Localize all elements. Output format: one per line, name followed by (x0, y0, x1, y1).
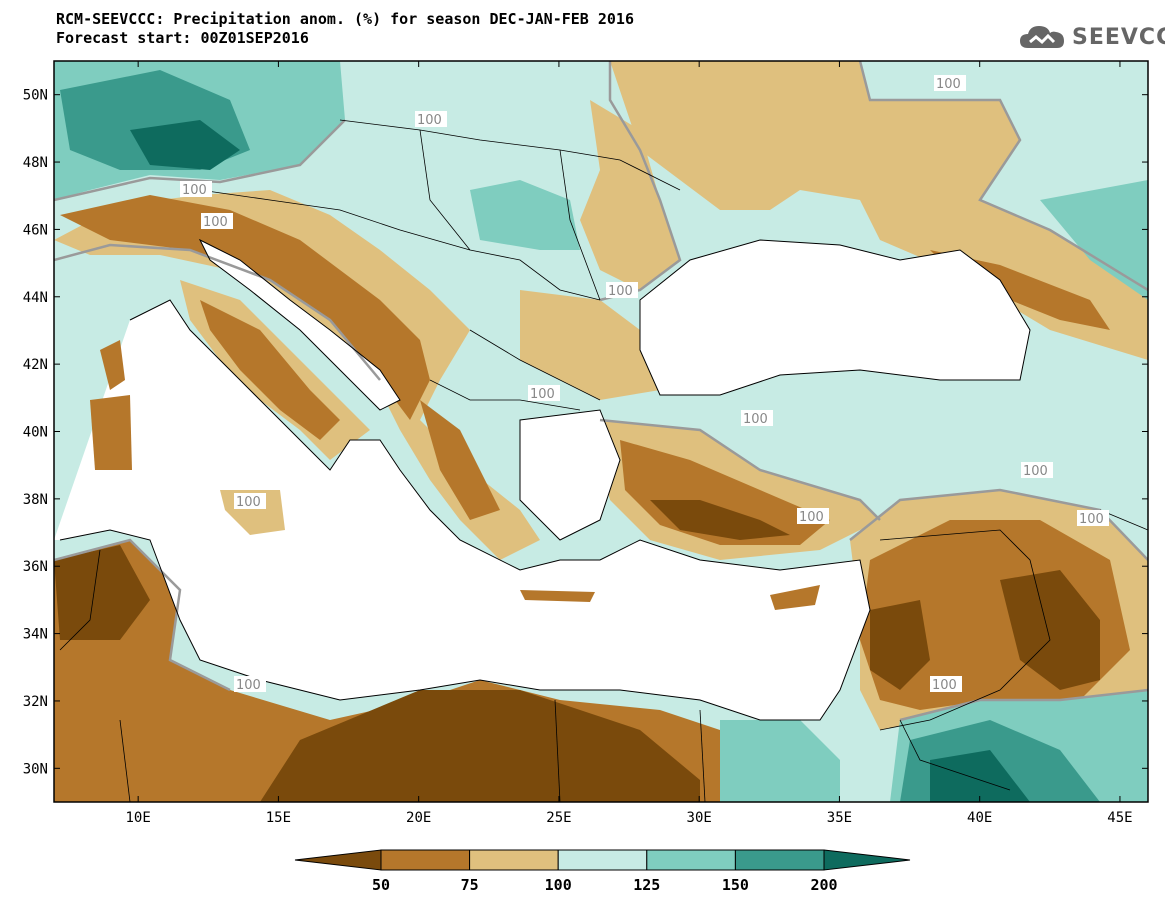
mediterranean-sea (54, 300, 870, 720)
lat-tick-label: 48N (23, 155, 48, 171)
contour-100-lines (54, 61, 1148, 722)
map-title: RCM-SEEVCCC: Precipitation anom. (%) for… (56, 10, 634, 28)
lat-tick-label: 32N (23, 694, 48, 710)
colorbar-label: 200 (810, 876, 837, 894)
lat-tick-label: 50N (23, 88, 48, 104)
hungary-positive-region (470, 180, 580, 250)
contour-label: 100 (203, 215, 228, 230)
contour-label: 100 (182, 183, 207, 198)
contour-label: 100 (530, 387, 555, 402)
romania-negative-region (580, 100, 680, 290)
lon-tick-label: 15E (266, 810, 291, 826)
colorbar-label: 150 (722, 876, 749, 894)
lon-tick-label: 45E (1107, 810, 1132, 826)
colorbar-label: 100 (545, 876, 572, 894)
contour-label: 100 (936, 77, 961, 92)
lat-tick-label: 38N (23, 492, 48, 508)
lon-tick-label: 20E (406, 810, 431, 826)
colorbar-segment (469, 849, 559, 871)
contour-label: 100 (1023, 464, 1048, 479)
colorbar-segment (823, 849, 911, 871)
lat-tick-label: 42N (23, 357, 48, 373)
aegean-sea (520, 410, 620, 540)
colorbar: 50 75 100 125 150 200 (294, 849, 911, 894)
cloud-icon (1020, 26, 1064, 48)
title-block: RCM-SEEVCCC: Precipitation anom. (%) for… (56, 10, 634, 48)
logo-text: SEEVCCC (1072, 24, 1165, 50)
lon-tick-label: 35E (827, 810, 852, 826)
contour-label: 100 (799, 510, 824, 525)
contour-label: 100 (236, 678, 261, 693)
contour-label: 100 (417, 113, 442, 128)
contour-label: 100 (608, 284, 633, 299)
lat-tick-label: 40N (23, 425, 48, 441)
cyprus (770, 585, 820, 610)
tunisia-max-negative (54, 545, 150, 640)
lon-tick-label: 40E (967, 810, 992, 826)
italy-strong-negative (200, 300, 340, 440)
lat-tick-label: 44N (23, 290, 48, 306)
lon-tick-label: 25E (546, 810, 571, 826)
adriatic-negative-band (60, 195, 430, 420)
iraq-max-negative (1000, 570, 1100, 690)
lat-tick-label: 46N (23, 222, 48, 238)
seevccc-logo: SEEVCCC (1018, 22, 1165, 52)
adriatic-sea (200, 240, 400, 410)
nw-max-region (130, 120, 240, 170)
colorbar-segment (557, 849, 648, 871)
lat-tick-label: 30N (23, 761, 48, 777)
contour-label: 100 (1079, 512, 1104, 527)
contour-labels: 100 100 100 100 100 100 100 100 100 100 … (180, 75, 1109, 693)
syria-max-negative (870, 600, 930, 690)
lon-tick-label: 30E (687, 810, 712, 826)
crete (520, 590, 595, 602)
map-panel: 100 100 100 100 100 100 100 100 100 100 … (54, 61, 1148, 802)
contour-label: 100 (236, 495, 261, 510)
colorbar-segment (646, 849, 736, 871)
contour-label: 100 (743, 412, 768, 427)
balkan-negative-region (54, 190, 540, 560)
colorbar-label: 50 (372, 876, 390, 894)
bulgaria-negative-region (520, 290, 660, 400)
corsica (100, 340, 125, 390)
lat-tick-label: 34N (23, 627, 48, 643)
colorbar-segment (380, 849, 471, 871)
black-sea (640, 240, 1030, 395)
contour-label: 100 (932, 678, 957, 693)
egypt-positive-region (720, 720, 840, 802)
colorbar-segment (294, 849, 382, 871)
arabia-max-positive (930, 750, 1030, 802)
libya-max-negative (260, 690, 700, 802)
ne-positive-region (1040, 180, 1148, 300)
colorbar-label: 75 (461, 876, 479, 894)
turkey-max-negative (650, 500, 790, 540)
lat-tick-label: 36N (23, 559, 48, 575)
lon-tick-label: 10E (126, 810, 151, 826)
colorbar-segment (734, 849, 825, 871)
forecast-start: Forecast start: 00Z01SEP2016 (56, 29, 309, 47)
latitude-axis: 50N 48N 46N 44N 42N 40N 38N 36N 34N 32N 30N (23, 88, 1148, 777)
longitude-axis: 10E 15E 20E 25E 30E 35E 40E 45E (126, 61, 1133, 826)
sardinia (90, 395, 132, 470)
coastlines (59, 238, 1031, 721)
greece-negative-band (420, 400, 500, 520)
country-borders (59, 119, 1148, 802)
colorbar-label: 125 (633, 876, 660, 894)
